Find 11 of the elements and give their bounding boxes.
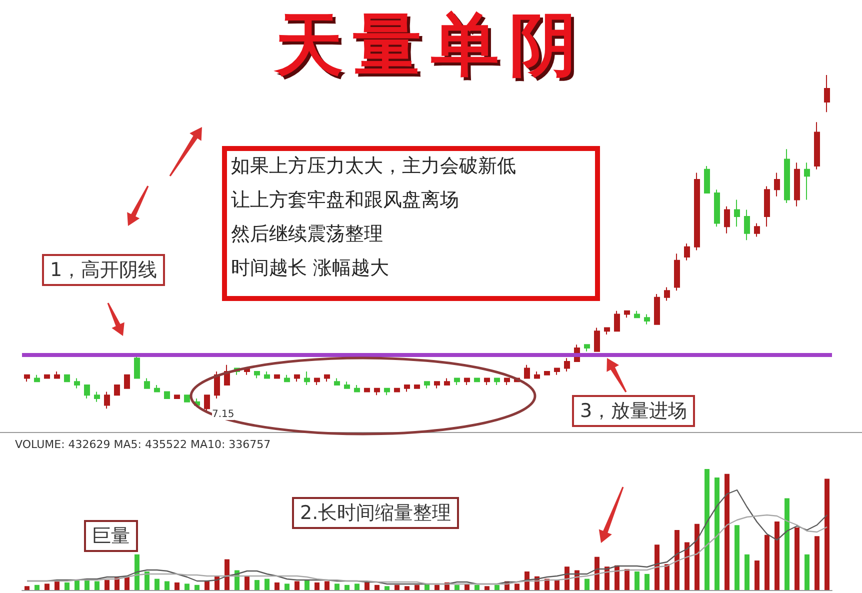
annotation: 如果上方压力太大，主力会破新低 [231, 153, 516, 179]
chart-title: VOLUME: 432629 MA5: 435522 MA10: 336757 [15, 438, 271, 451]
annotation: 然后继续震荡整理 [231, 221, 383, 247]
annotation: 让上方套牢盘和跟风盘离场 [231, 187, 459, 213]
annotation: 3，放量进场 [572, 395, 696, 427]
annotation: 1，高开阴线 [42, 254, 166, 286]
annotation: 7.15 [212, 409, 234, 420]
annotation: 巨量 [84, 520, 138, 552]
annotation: 2.长时间缩量整理 [292, 497, 460, 529]
annotation: 时间越长 涨幅越大 [231, 255, 390, 281]
chart-title: 天量单阴 [273, 5, 588, 87]
